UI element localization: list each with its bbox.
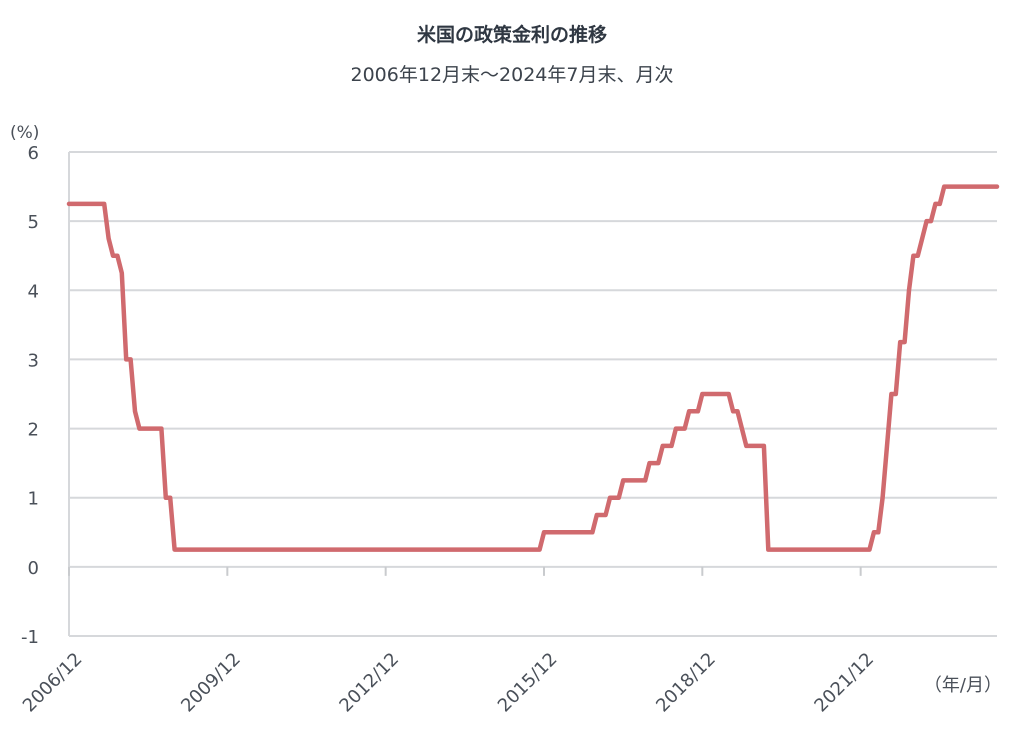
- x-tick-label: 2015/12: [494, 649, 562, 717]
- x-tick-label: 2018/12: [652, 649, 720, 717]
- y-tick-label: -1: [21, 627, 39, 648]
- y-tick-label: 2: [28, 420, 39, 441]
- y-tick-label: 4: [28, 281, 39, 302]
- grid-lines: [69, 151, 997, 637]
- x-axis-unit-label: （年/月）: [924, 675, 1002, 696]
- series-layer: [66, 184, 1000, 552]
- x-tick-label: 2021/12: [810, 649, 878, 717]
- x-tick-label: 2009/12: [177, 649, 245, 717]
- x-tick-label: 2006/12: [19, 649, 87, 717]
- y-axis-unit-label: (%): [10, 123, 39, 143]
- y-tick-label: 1: [28, 489, 39, 510]
- chart-subtitle: 2006年12月末～2024年7月末、月次: [350, 64, 674, 86]
- x-tick-label: 2012/12: [335, 649, 403, 717]
- chart-title: 米国の政策金利の推移: [416, 24, 607, 46]
- y-tick-label: 5: [28, 212, 39, 233]
- y-tick-label: 3: [28, 350, 39, 371]
- y-tick-labels: -1 0 1 2 3 4 5 6: [21, 143, 39, 648]
- series-line-0: [66, 184, 1000, 552]
- y-tick-label: 0: [28, 558, 39, 579]
- y-tick-label: 6: [28, 143, 39, 164]
- x-tick-labels: 2006/12 2009/12 2012/12 2015/12 2018/12 2021/…: [19, 566, 878, 717]
